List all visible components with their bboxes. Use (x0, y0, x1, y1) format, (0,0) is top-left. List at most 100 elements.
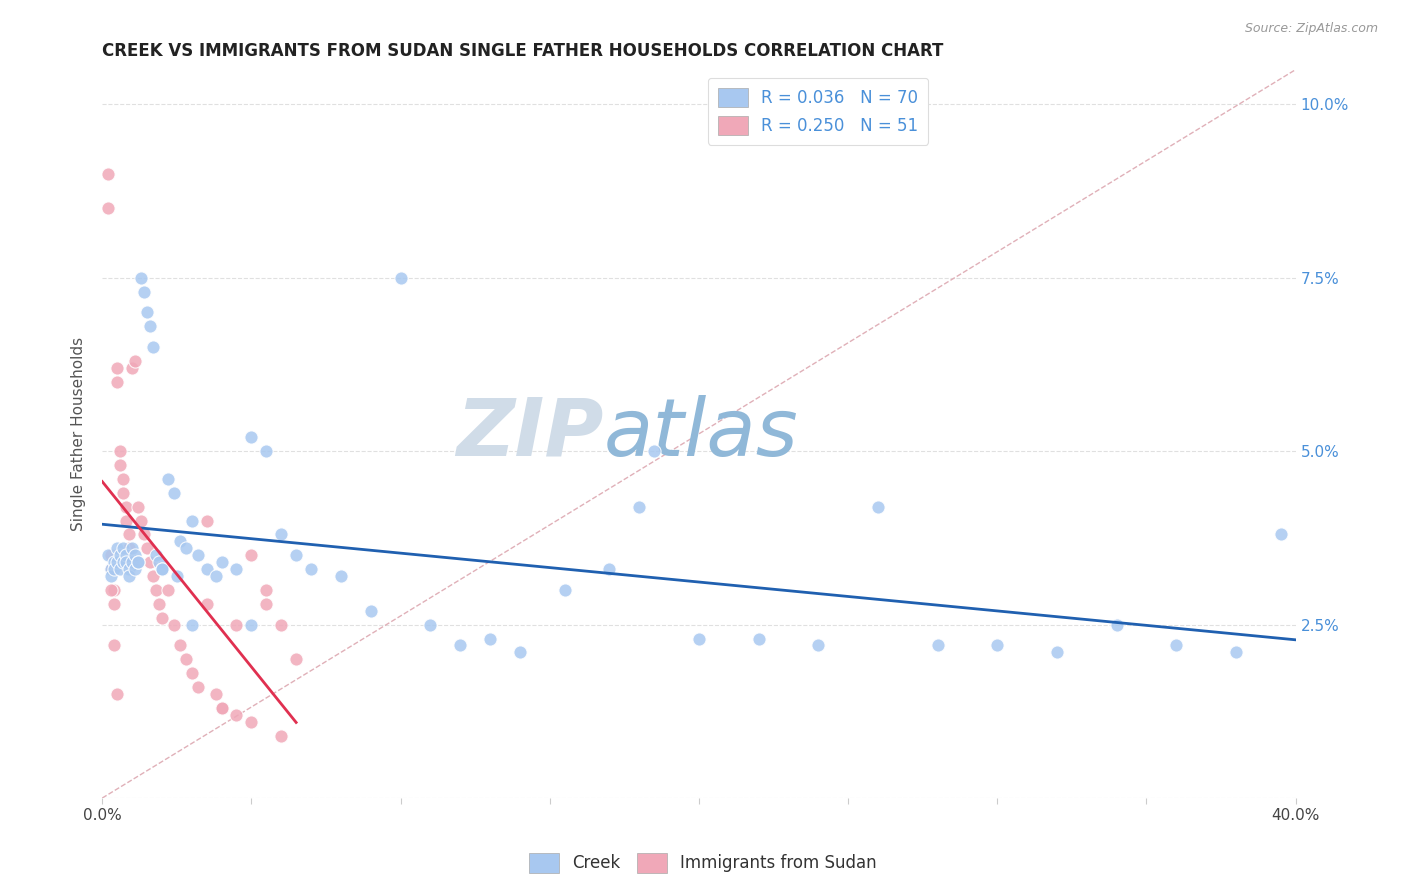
Point (299, 562, 322, 576)
Point (105, 541, 128, 556)
Point (118, 569, 141, 583)
Point (150, 562, 173, 576)
Point (132, 527, 155, 541)
Point (97, 167, 120, 181)
Point (195, 562, 218, 576)
Point (240, 617, 263, 632)
Point (807, 639, 830, 653)
Point (118, 562, 141, 576)
Text: atlas: atlas (603, 395, 799, 473)
Point (1046, 645, 1069, 659)
Point (127, 555, 149, 569)
Point (118, 541, 141, 556)
Point (225, 562, 247, 576)
Point (628, 500, 651, 514)
Point (1270, 527, 1292, 541)
Point (121, 555, 143, 569)
Point (105, 555, 128, 569)
Point (598, 562, 620, 576)
Point (254, 444, 277, 458)
Point (270, 527, 292, 541)
Point (389, 270, 412, 285)
Point (124, 562, 146, 576)
Point (105, 375, 128, 389)
Point (148, 597, 170, 611)
Point (156, 582, 179, 597)
Point (115, 500, 138, 514)
Point (112, 541, 135, 556)
Point (479, 632, 502, 646)
Point (129, 514, 152, 528)
Point (204, 687, 226, 701)
Point (103, 597, 125, 611)
Text: Source: ZipAtlas.com: Source: ZipAtlas.com (1244, 22, 1378, 36)
Point (509, 645, 531, 659)
Point (449, 639, 471, 653)
Point (156, 472, 179, 486)
Point (270, 729, 292, 743)
Point (1105, 617, 1128, 632)
Point (136, 305, 159, 319)
Point (124, 548, 146, 562)
Point (748, 632, 770, 646)
Point (180, 514, 202, 528)
Point (180, 617, 202, 632)
Point (139, 319, 162, 334)
Point (554, 582, 576, 597)
Point (270, 617, 292, 632)
Point (1225, 645, 1247, 659)
Point (129, 270, 152, 285)
Text: CREEK VS IMMIGRANTS FROM SUDAN SINGLE FATHER HOUSEHOLDS CORRELATION CHART: CREEK VS IMMIGRANTS FROM SUDAN SINGLE FA… (103, 42, 943, 60)
Point (240, 430, 263, 444)
Point (166, 569, 188, 583)
Point (97, 548, 120, 562)
Point (115, 548, 138, 562)
Point (163, 485, 186, 500)
Point (145, 548, 167, 562)
Legend: R = 0.036   N = 70, R = 0.250   N = 51: R = 0.036 N = 70, R = 0.250 N = 51 (709, 78, 928, 145)
Point (145, 582, 167, 597)
Point (108, 548, 131, 562)
Point (169, 639, 191, 653)
Point (108, 458, 131, 472)
Point (254, 582, 277, 597)
Point (254, 597, 277, 611)
Point (132, 285, 155, 299)
Point (100, 562, 122, 576)
Point (187, 680, 209, 694)
Legend: Creek, Immigrants from Sudan: Creek, Immigrants from Sudan (522, 847, 884, 880)
Point (100, 569, 122, 583)
Point (121, 361, 143, 376)
Point (103, 555, 125, 569)
Text: ZIP: ZIP (456, 395, 603, 473)
Point (105, 687, 128, 701)
Point (169, 534, 191, 549)
Point (866, 500, 889, 514)
Point (285, 652, 308, 666)
Point (187, 548, 209, 562)
Point (211, 701, 233, 715)
Point (225, 707, 247, 722)
Point (1166, 639, 1188, 653)
Point (240, 714, 263, 729)
Point (180, 666, 202, 681)
Point (115, 514, 138, 528)
Point (112, 472, 135, 486)
Point (108, 562, 131, 576)
Point (103, 639, 125, 653)
Point (419, 617, 441, 632)
Point (986, 639, 1008, 653)
Y-axis label: Single Father Households: Single Father Households (72, 337, 86, 531)
Point (100, 562, 122, 576)
Point (240, 548, 263, 562)
Point (100, 582, 122, 597)
Point (105, 361, 128, 376)
Point (115, 555, 138, 569)
Point (103, 582, 125, 597)
Point (127, 555, 149, 569)
Point (174, 541, 197, 556)
Point (150, 610, 173, 624)
Point (142, 569, 165, 583)
Point (139, 555, 162, 569)
Point (360, 604, 382, 618)
